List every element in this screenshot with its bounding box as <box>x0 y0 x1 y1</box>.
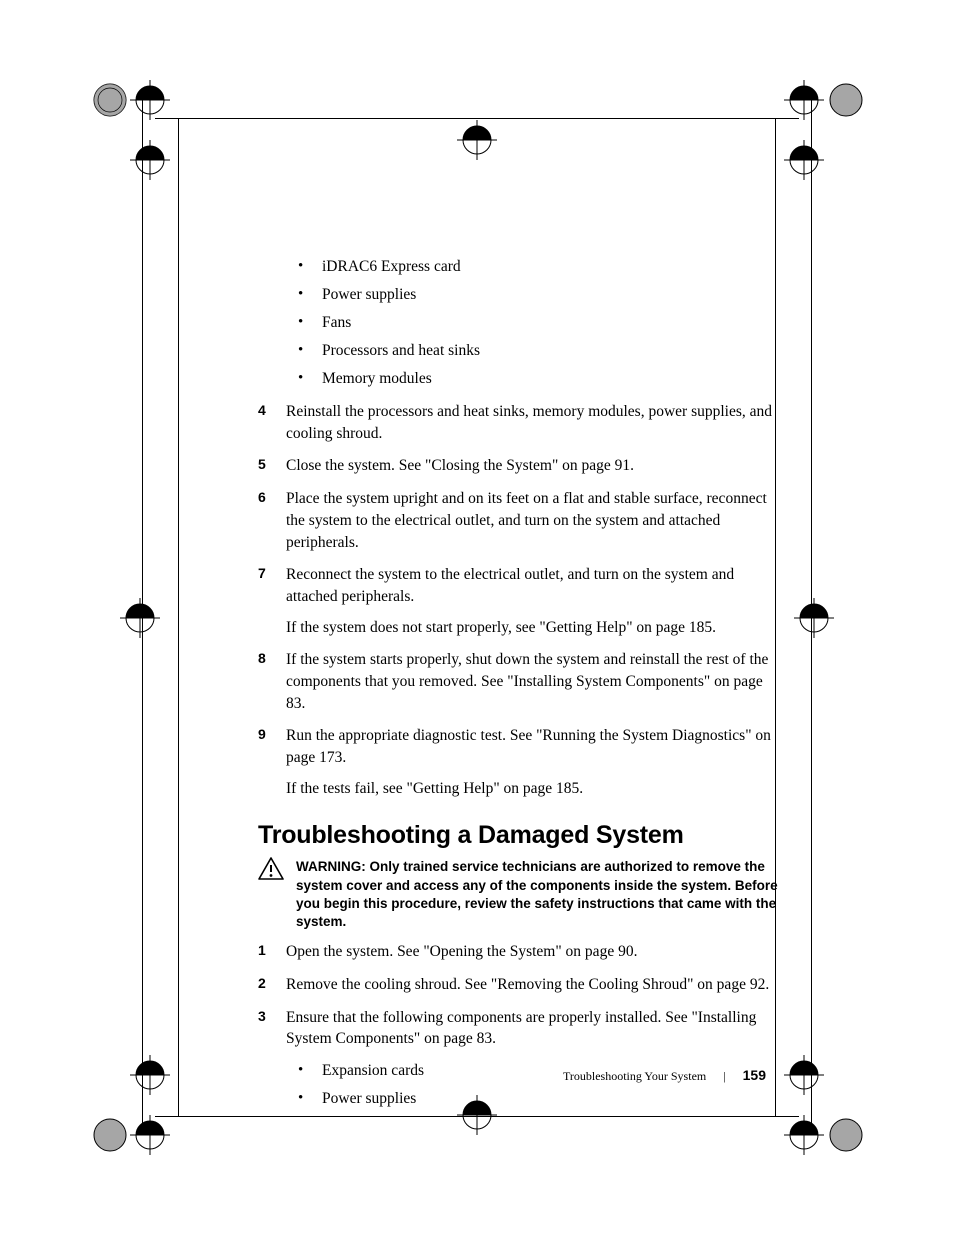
step-extra-text: If the tests fail, see "Getting Help" on… <box>286 778 778 800</box>
footer-separator: | <box>723 1069 725 1083</box>
step-text: Run the appropriate diagnostic test. See… <box>286 727 771 766</box>
registration-mark-icon <box>437 100 517 180</box>
page-content: iDRAC6 Express card Power supplies Fans … <box>258 255 778 1122</box>
list-item: iDRAC6 Express card <box>294 255 778 279</box>
warning-triangle-icon <box>258 857 284 881</box>
step-text: Remove the cooling shroud. See "Removing… <box>286 976 769 993</box>
crop-rule-right-outer <box>811 100 812 1135</box>
warning-callout: WARNING: Only trained service technician… <box>258 858 778 931</box>
section-heading: Troubleshooting a Damaged System <box>258 821 778 850</box>
list-item-text: Processors and heat sinks <box>322 342 480 359</box>
step-item: Reinstall the processors and heat sinks,… <box>258 401 778 444</box>
step-item: Run the appropriate diagnostic test. See… <box>258 725 778 799</box>
warning-label: WARNING: <box>296 859 370 874</box>
step-item: Ensure that the following components are… <box>258 1007 778 1111</box>
list-item: Power supplies <box>294 1087 778 1111</box>
registration-mark-icon <box>774 578 854 658</box>
registration-mark-icon <box>100 578 180 658</box>
crop-rule-left-inner <box>178 118 179 1117</box>
page-footer: Troubleshooting Your System | 159 <box>563 1067 766 1084</box>
list-item: Power supplies <box>294 283 778 307</box>
step-text: If the system starts properly, shut down… <box>286 651 768 711</box>
list-item-text: Expansion cards <box>322 1062 424 1079</box>
list-item-text: Power supplies <box>322 286 416 303</box>
crop-rule-top <box>155 118 799 119</box>
step-item: Close the system. See "Closing the Syste… <box>258 455 778 477</box>
list-item: Memory modules <box>294 367 778 391</box>
procedure-steps-continued: Reinstall the processors and heat sinks,… <box>258 401 778 799</box>
step-text: Ensure that the following components are… <box>286 1009 756 1048</box>
list-item-text: Fans <box>322 314 351 331</box>
step-text: Close the system. See "Closing the Syste… <box>286 457 634 474</box>
list-item: Processors and heat sinks <box>294 339 778 363</box>
component-bullet-list: iDRAC6 Express card Power supplies Fans … <box>294 255 778 391</box>
page-number: 159 <box>743 1067 766 1083</box>
list-item: Fans <box>294 311 778 335</box>
procedure-steps: Open the system. See "Opening the System… <box>258 941 778 1111</box>
step-text: Place the system upright and on its feet… <box>286 490 767 550</box>
crop-rule-left-outer <box>142 100 143 1135</box>
step-item: Place the system upright and on its feet… <box>258 488 778 553</box>
step-item: Remove the cooling shroud. See "Removing… <box>258 974 778 996</box>
list-item-text: Memory modules <box>322 370 432 387</box>
step-text: Reinstall the processors and heat sinks,… <box>286 403 772 442</box>
step-item: Reconnect the system to the electrical o… <box>258 564 778 638</box>
step-text: Open the system. See "Opening the System… <box>286 943 637 960</box>
step-extra-text: If the system does not start properly, s… <box>286 617 778 639</box>
list-item-text: iDRAC6 Express card <box>322 258 461 275</box>
step-item: Open the system. See "Opening the System… <box>258 941 778 963</box>
list-item-text: Power supplies <box>322 1090 416 1107</box>
footer-section-name: Troubleshooting Your System <box>563 1069 706 1083</box>
registration-mark-icon <box>734 60 874 200</box>
registration-mark-icon <box>80 60 220 200</box>
step-text: Reconnect the system to the electrical o… <box>286 566 734 605</box>
step-item: If the system starts properly, shut down… <box>258 649 778 714</box>
registration-mark-icon <box>80 1035 220 1175</box>
